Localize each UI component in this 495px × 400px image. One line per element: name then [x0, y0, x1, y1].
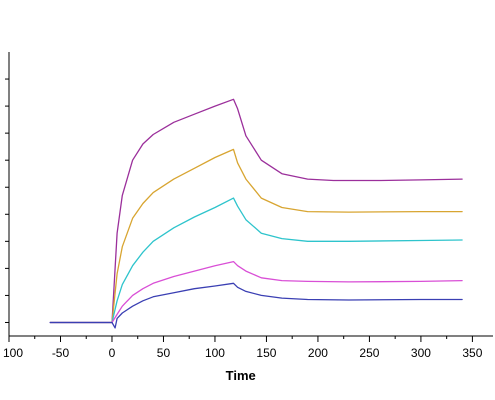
x-ticks: 100 -50 0 50 100 150 200 250 300 350 [3, 336, 483, 360]
x-tick-label: -50 [52, 346, 70, 360]
y-ticks [5, 78, 9, 323]
x-tick-label: 50 [157, 346, 171, 360]
x-tick-label: 250 [359, 346, 379, 360]
series-line-5 [49, 282, 463, 329]
x-tick-label: 150 [256, 346, 276, 360]
series-line-4 [49, 260, 463, 324]
axes [8, 52, 493, 337]
x-axis-title: Time [226, 368, 256, 383]
x-tick-label: 0 [109, 346, 116, 360]
x-tick-label: 200 [308, 346, 328, 360]
x-tick-label: 350 [462, 346, 482, 360]
x-tick-label: 100 [205, 346, 225, 360]
x-tick-label: 300 [411, 346, 431, 360]
series-line-3 [49, 197, 463, 324]
x-tick-label: 100 [3, 346, 23, 360]
series-line-2 [49, 148, 463, 324]
series-group [49, 98, 463, 329]
series-line-1 [49, 98, 463, 324]
